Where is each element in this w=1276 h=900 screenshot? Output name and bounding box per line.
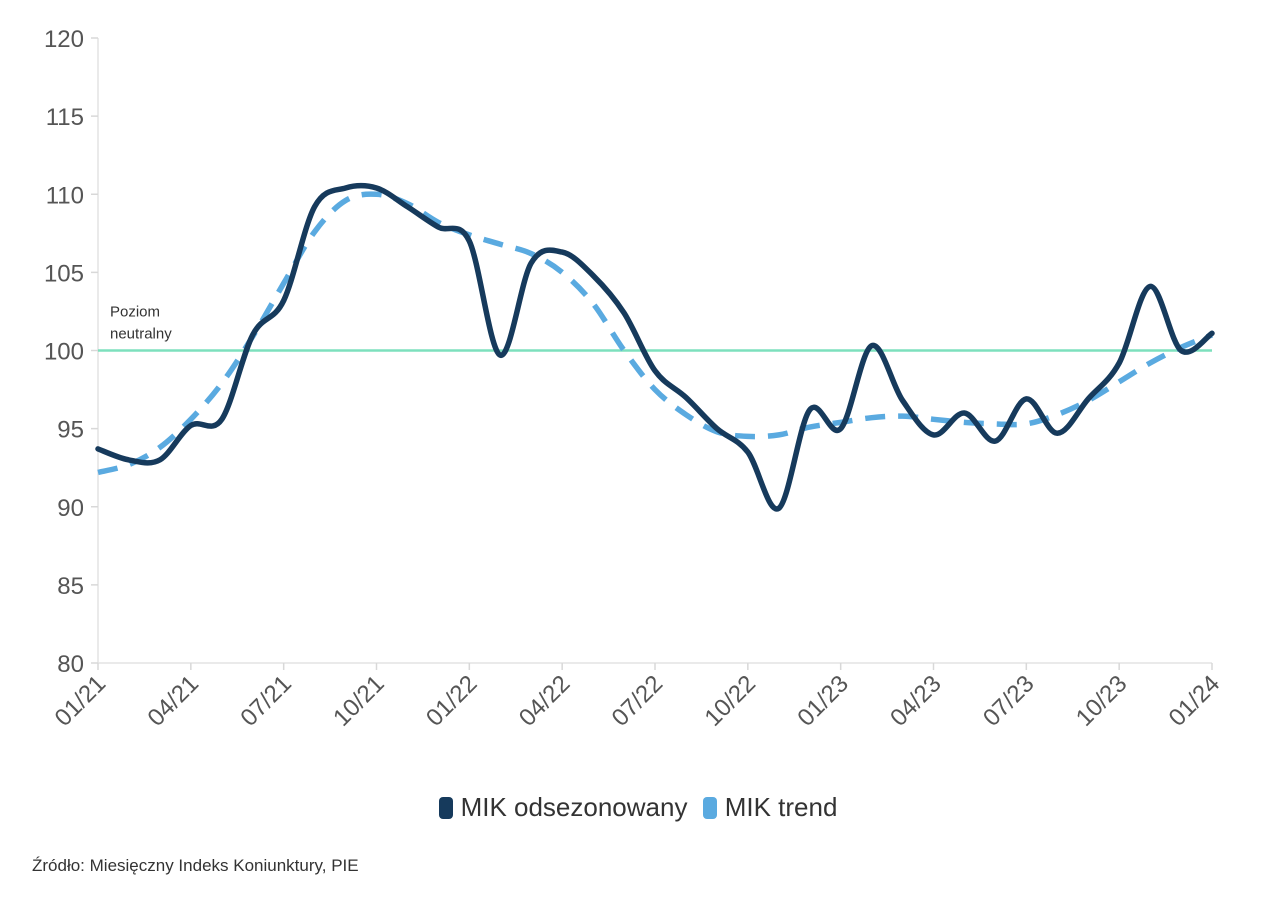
legend-item-mik-odsezonowany[interactable]: MIK odsezonowany — [438, 792, 688, 823]
y-tick-label: 115 — [46, 104, 84, 131]
series-line-mik-odsezonowany — [95, 182, 1215, 512]
x-tick-label: 07/23 — [978, 670, 1040, 732]
x-tick-label: 07/22 — [607, 670, 669, 732]
y-tick-label: 90 — [57, 495, 84, 522]
legend-item-mik-trend[interactable]: MIK trend — [702, 792, 838, 823]
series-line-mik-trend — [97, 191, 1214, 476]
x-tick-label: 01/21 — [50, 670, 112, 732]
legend-label: MIK odsezonowany — [460, 792, 688, 822]
x-tick-label: 10/22 — [700, 670, 762, 732]
neutral-level-label: neutralny — [110, 326, 172, 343]
x-tick-label: 01/22 — [421, 670, 483, 732]
y-tick-label: 100 — [44, 339, 84, 366]
line-chart: 80 85 90 95 100 105 110 115 120 01/21 04/21 07/21 10… — [44, 26, 1226, 732]
y-tick-label: 120 — [44, 26, 84, 53]
y-tick-label: 95 — [57, 417, 84, 444]
y-tick-label: 85 — [57, 573, 84, 600]
x-tick-label: 01/23 — [792, 670, 854, 732]
legend-swatch-dark — [438, 796, 453, 819]
legend-label: MIK trend — [724, 792, 838, 822]
y-tick-label: 105 — [44, 260, 84, 287]
neutral-level-label: Poziom — [110, 304, 160, 321]
x-tick-label: 04/23 — [885, 670, 947, 732]
x-tick-label: 01/24 — [1164, 670, 1226, 732]
legend-swatch-light — [702, 796, 717, 819]
x-tick-label: 04/21 — [143, 670, 205, 732]
y-tick-label: 110 — [46, 182, 84, 209]
x-tick-label: 07/21 — [235, 670, 297, 732]
legend: MIK odsezonowany MIK trend — [0, 792, 1276, 826]
x-tick-label: 10/21 — [328, 670, 390, 732]
x-tick-label: 04/22 — [514, 670, 576, 732]
source-note: Źródło: Miesięczny Indeks Koniunktury, P… — [32, 856, 359, 875]
x-tick-label: 10/23 — [1071, 670, 1133, 732]
y-tick-label: 80 — [57, 651, 84, 678]
